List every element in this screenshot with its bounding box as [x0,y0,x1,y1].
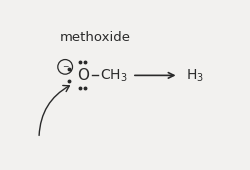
Text: CH$_3$: CH$_3$ [100,67,128,84]
Text: O: O [78,68,90,83]
Text: −: − [62,62,68,71]
FancyArrowPatch shape [39,86,69,135]
Text: methoxide: methoxide [60,31,131,44]
Text: H$_3$: H$_3$ [186,67,204,84]
